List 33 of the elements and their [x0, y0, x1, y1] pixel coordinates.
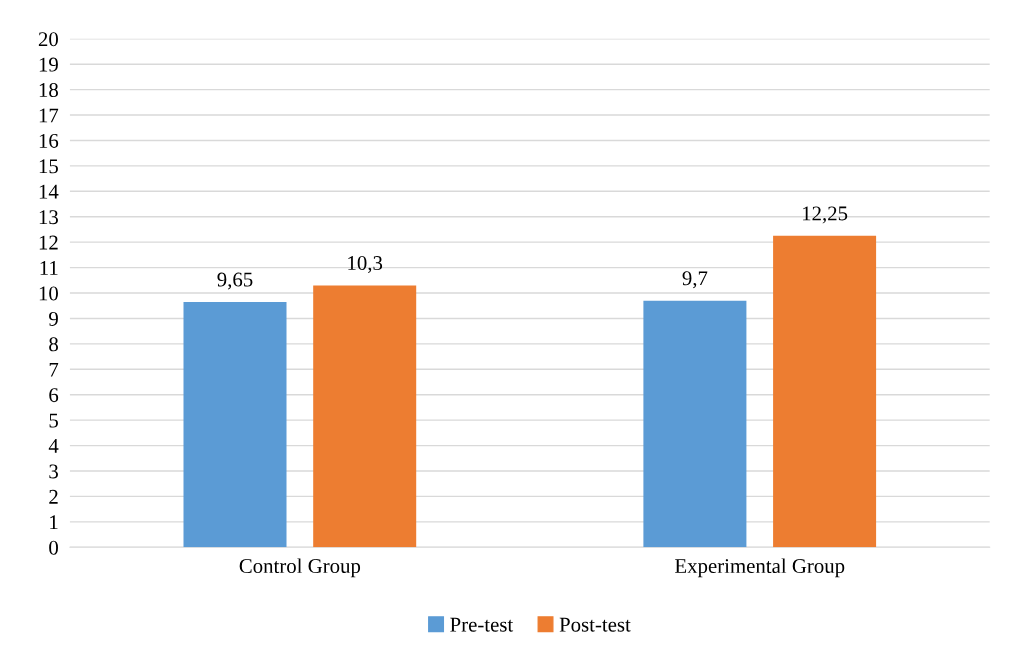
data-label: 9,65 [217, 272, 253, 290]
x-tick-label: Experimental Group [675, 558, 845, 578]
y-tick-label: 5 [49, 413, 58, 428]
x-tick-label: Control Group [239, 558, 361, 578]
y-tick-label: 2 [49, 489, 58, 504]
y-tick-label: 1 [50, 515, 58, 530]
y-tick-label: 9 [49, 311, 58, 326]
y-tick-label: 18 [39, 82, 58, 98]
bar [773, 235, 877, 548]
y-tick-label: 14 [39, 184, 59, 199]
y-tick-label: 12 [39, 235, 58, 250]
y-tick-label: 4 [48, 439, 59, 453]
y-tick-label: 13 [39, 210, 58, 225]
legend-label: Post-test [559, 617, 631, 632]
y-tick-label: 3 [49, 464, 58, 479]
y-tick-label: 11 [40, 261, 58, 275]
legend-label: Pre-test [450, 617, 514, 632]
bar [183, 301, 287, 548]
y-tick-label: 20 [38, 32, 58, 47]
data-label: 9,7 [682, 271, 708, 289]
y-tick-label: 17 [39, 108, 59, 123]
bar [313, 285, 417, 548]
y-tick-label: 8 [49, 337, 58, 352]
bar [643, 300, 747, 548]
y-tick-label: 10 [39, 286, 58, 301]
y-tick-label: 7 [49, 362, 59, 377]
y-tick-label: 0 [49, 540, 58, 555]
y-tick-label: 19 [39, 57, 58, 72]
y-tick-label: 16 [39, 133, 59, 148]
y-tick-label: 15 [39, 159, 58, 174]
data-label: 10,3 [348, 255, 383, 274]
data-label: 12,25 [802, 206, 848, 224]
y-tick-label: 6 [49, 388, 59, 403]
